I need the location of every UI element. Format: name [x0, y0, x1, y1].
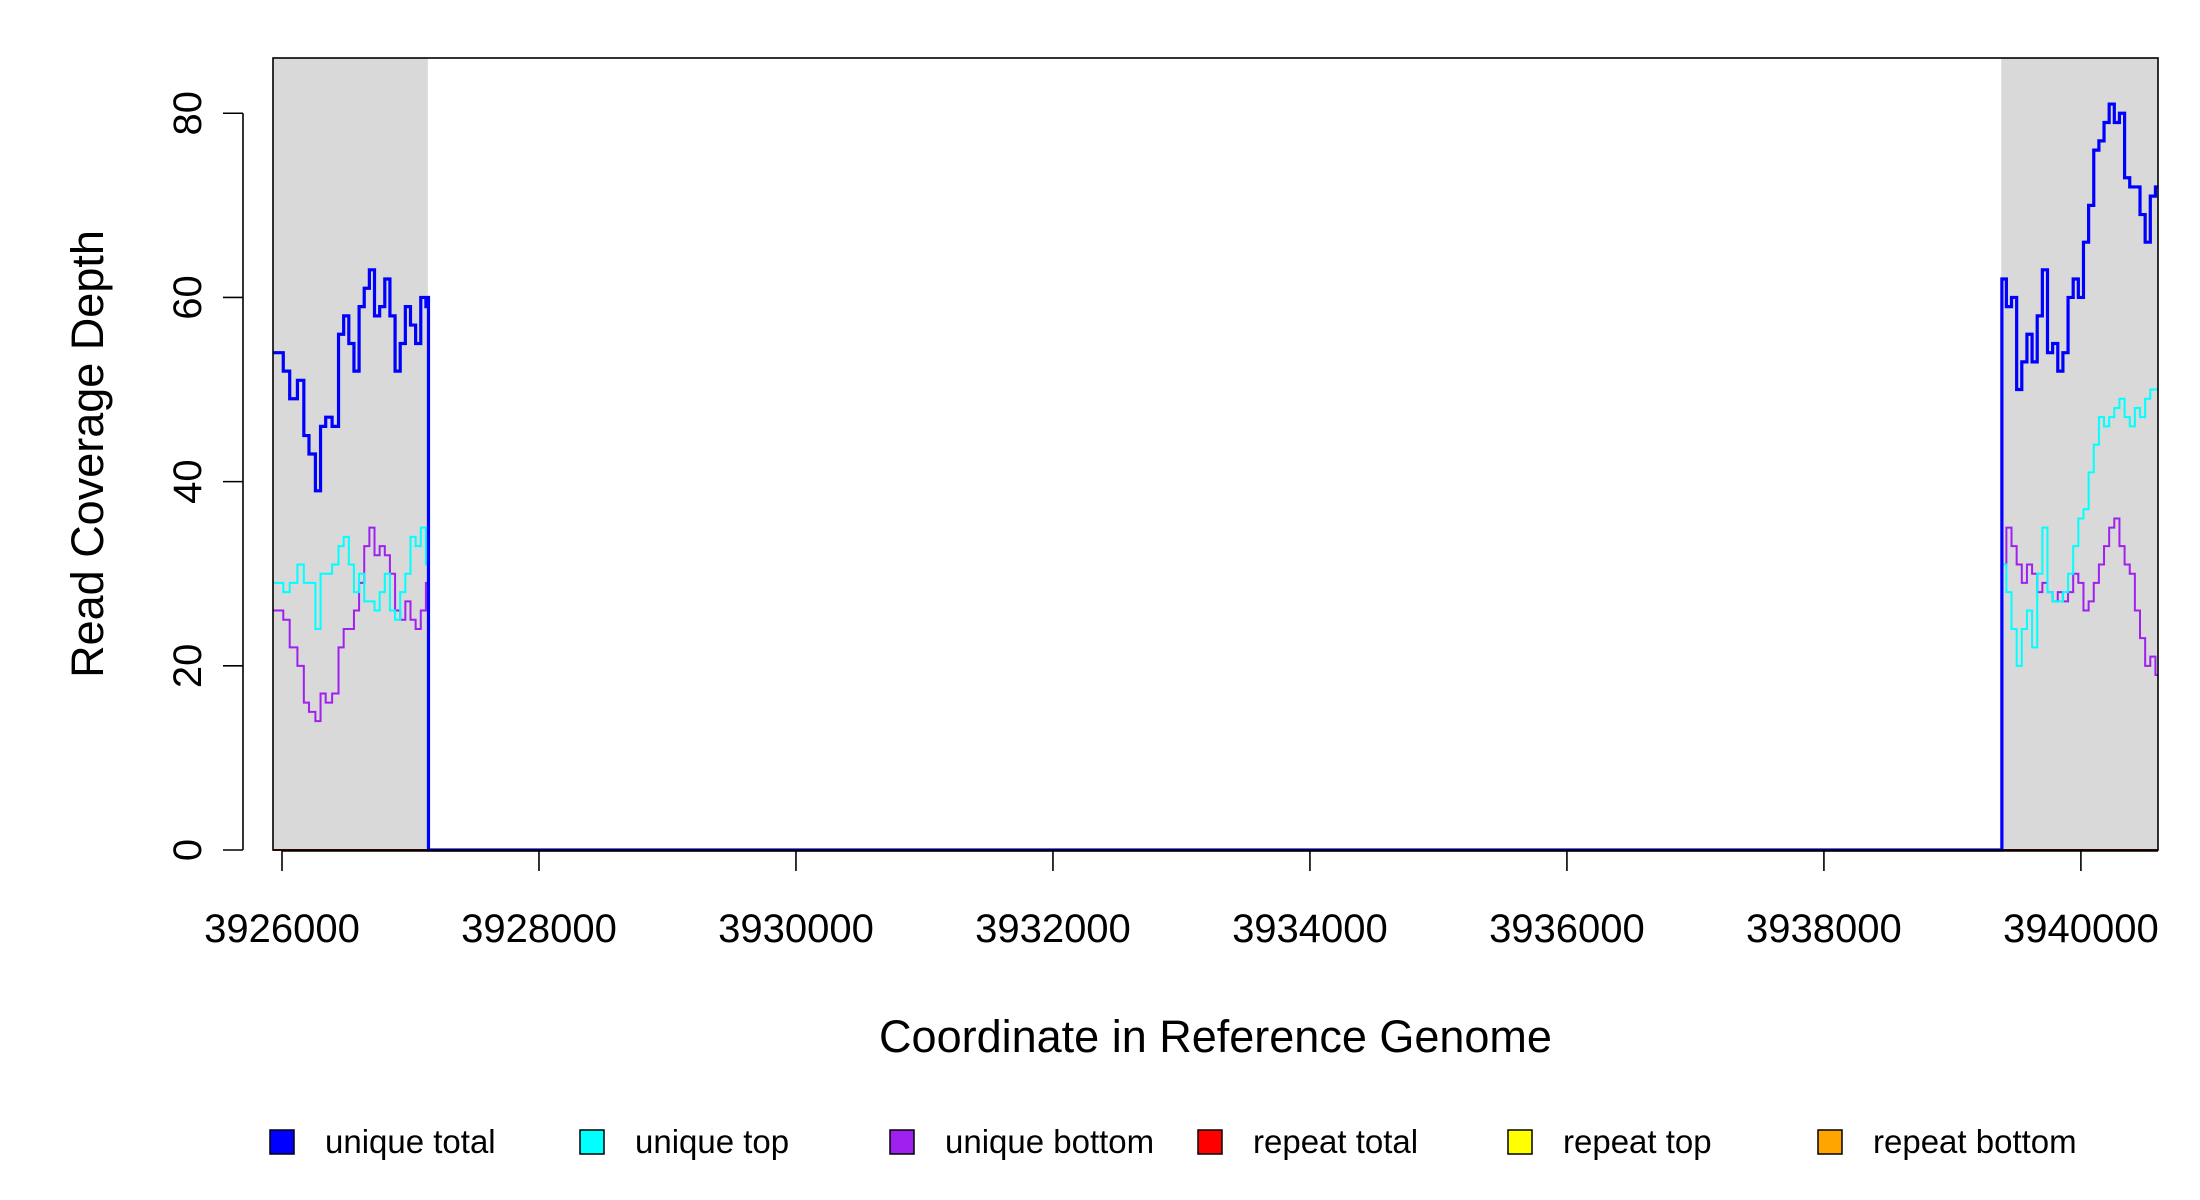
x-tick-label: 3932000 [975, 907, 1131, 951]
legend-swatch-repeat-total [1197, 1129, 1223, 1155]
x-tick-label: 3926000 [204, 907, 360, 951]
shaded-region-2 [2001, 58, 2158, 850]
legend-label-unique-top: unique top [635, 1123, 789, 1160]
x-tick-label: 3940000 [2003, 907, 2159, 951]
legend-swatch-unique-total [269, 1129, 295, 1155]
legend-label-repeat-total: repeat total [1253, 1123, 1418, 1160]
legend-label-repeat-bottom: repeat bottom [1873, 1123, 2077, 1160]
legend-swatch-repeat-bottom [1817, 1129, 1843, 1155]
legend: unique total unique top unique bottom repea… [269, 1123, 2077, 1160]
shaded-region-1 [273, 58, 428, 850]
legend-label-unique-bottom: unique bottom [945, 1123, 1154, 1160]
series-unique-top [273, 388, 2158, 851]
y-tick-label: 40 [166, 459, 210, 504]
x-tick-label: 3936000 [1489, 907, 1645, 951]
series-unique-total [273, 102, 2158, 852]
y-tick-label: 0 [166, 839, 210, 861]
shaded-regions [273, 58, 2158, 850]
legend-swatch-repeat-top [1507, 1129, 1533, 1155]
legend-label-unique-total: unique total [325, 1123, 496, 1160]
y-tick-label: 20 [166, 644, 210, 689]
x-tick-label: 3928000 [461, 907, 617, 951]
y-tick-label: 80 [166, 91, 210, 136]
x-tick-label: 3938000 [1746, 907, 1902, 951]
x-axis: 3926000 3928000 3930000 3932000 3934000 39360… [204, 850, 2159, 951]
legend-label-repeat-top: repeat top [1563, 1123, 1712, 1160]
x-tick-label: 3930000 [718, 907, 874, 951]
legend-swatch-unique-bottom [889, 1129, 915, 1155]
x-axis-label: Coordinate in Reference Genome [879, 1011, 1552, 1062]
plot-frame [272, 57, 2159, 851]
y-axis-label: Read Coverage Depth [62, 230, 113, 678]
y-axis: 0 20 40 60 80 [166, 91, 244, 861]
y-tick-label: 60 [166, 275, 210, 320]
legend-swatch-unique-top [579, 1129, 605, 1155]
x-tick-label: 3934000 [1232, 907, 1388, 951]
